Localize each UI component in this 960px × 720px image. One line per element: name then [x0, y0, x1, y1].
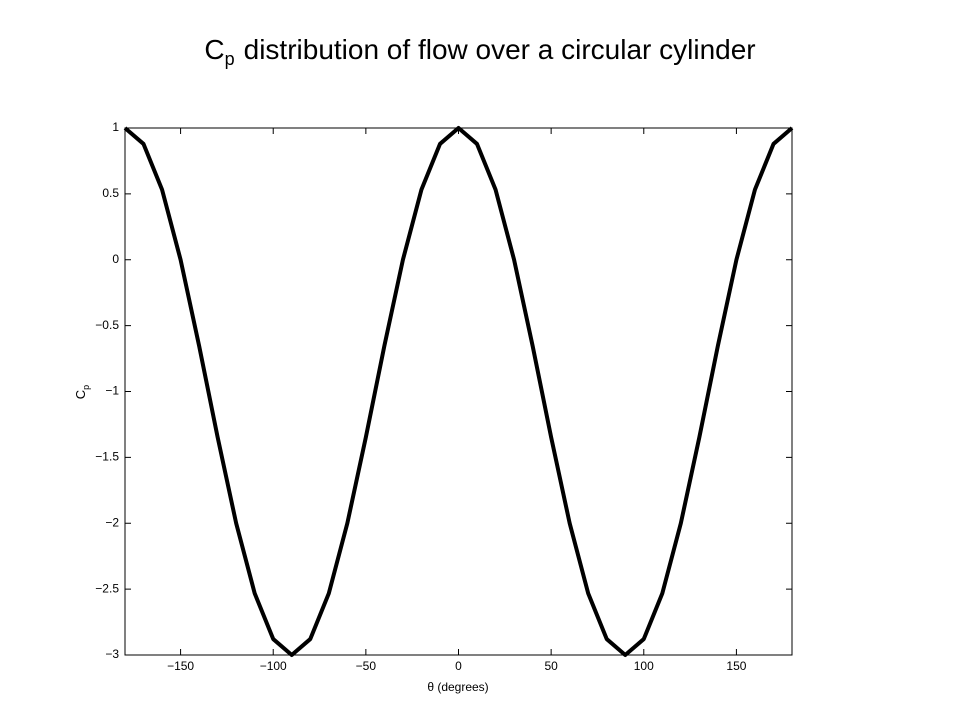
title-symbol: C: [204, 34, 224, 65]
y-tick-label: −3: [105, 647, 119, 661]
x-tick-label: 100: [634, 659, 654, 673]
plot-frame: [124, 127, 793, 656]
y-tick-label: −0.5: [95, 318, 119, 332]
data-line: [123, 126, 794, 657]
y-tick-label: −2.5: [95, 581, 119, 595]
title-text: distribution of flow over a circular cyl…: [244, 34, 756, 65]
x-tick-label: 0: [455, 659, 462, 673]
x-tick-label: 150: [726, 659, 746, 673]
x-tick-label: −150: [167, 659, 194, 673]
y-tick-label: −1.5: [95, 450, 119, 464]
x-axis-label: θ (degrees): [427, 680, 488, 694]
x-tick-label: −100: [260, 659, 287, 673]
chart-title: Cp distribution of flow over a circular c…: [204, 34, 755, 68]
y-tick-label: 0: [112, 252, 119, 266]
y-label-subscript: p: [81, 385, 91, 390]
y-tick-label: 1: [112, 120, 119, 134]
x-tick-label: 50: [544, 659, 558, 673]
y-tick-label: 0.5: [102, 186, 119, 200]
x-tick-label: −50: [356, 659, 377, 673]
y-label-symbol: C: [73, 390, 88, 399]
y-tick-label: −2: [105, 515, 119, 529]
title-subscript: p: [225, 49, 235, 69]
y-axis-label: Cp: [73, 385, 91, 399]
y-tick-label: −1: [105, 384, 119, 398]
